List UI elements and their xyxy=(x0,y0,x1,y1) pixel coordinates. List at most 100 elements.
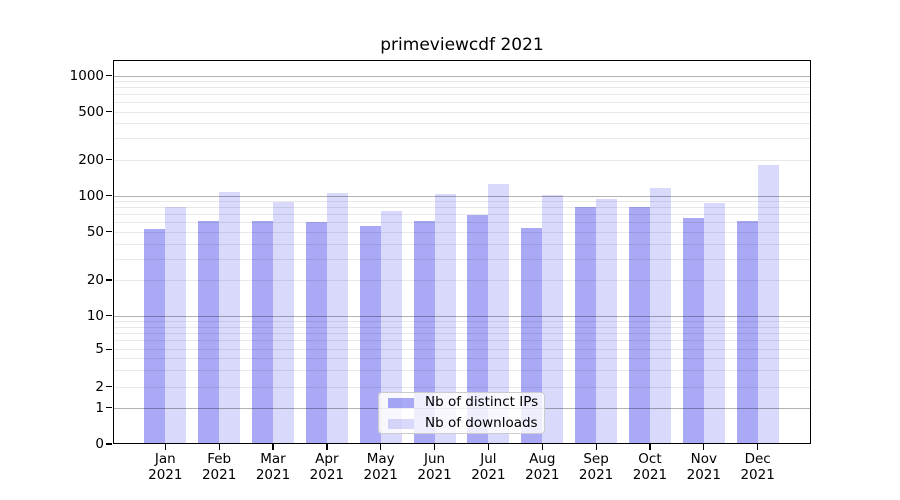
ytick-label-20: 20 xyxy=(86,272,104,288)
xtick-label-sep: Sep 2021 xyxy=(578,451,614,483)
gridline-minor xyxy=(114,320,810,322)
ytick-500 xyxy=(106,111,112,113)
gridline-minor xyxy=(114,201,810,203)
gridline-minor xyxy=(114,222,810,224)
xtick-label-jan: Jan 2021 xyxy=(148,451,183,483)
ytick-5 xyxy=(106,348,112,350)
bar-ips-sep xyxy=(575,207,597,443)
bar-ips-jul xyxy=(467,215,489,443)
bar-ips-jun xyxy=(413,220,435,443)
xtick-jul xyxy=(487,444,490,450)
bar-ips-aug xyxy=(521,227,543,443)
bar-ips-nov xyxy=(682,218,704,443)
gridline-minor xyxy=(114,280,810,281)
bar-ips-may xyxy=(359,225,381,443)
gridline-minor xyxy=(114,94,810,96)
ytick-label-100: 100 xyxy=(78,187,104,204)
gridline-minor xyxy=(114,87,810,89)
legend-label-distinct-ips: Nb of distinct IPs xyxy=(425,394,539,410)
gridline-minor xyxy=(114,243,810,245)
bar-ips-jan xyxy=(144,228,166,443)
bar-downloads-aug xyxy=(542,195,564,443)
bar-downloads-jul xyxy=(488,184,510,443)
xtick-apr xyxy=(326,444,328,450)
bar-downloads-nov xyxy=(703,202,725,443)
xtick-mar xyxy=(272,444,274,450)
xtick-jan xyxy=(164,444,166,450)
bar-downloads-jan xyxy=(165,206,187,443)
xtick-dec xyxy=(757,444,759,450)
gridline-minor xyxy=(114,358,810,360)
bar-downloads-feb xyxy=(219,191,241,443)
bar-ips-feb xyxy=(198,220,220,443)
gridline-minor xyxy=(114,111,810,113)
gridline-minor xyxy=(114,138,810,140)
bar-ips-mar xyxy=(252,220,273,443)
legend-item-downloads: Nb of downloads xyxy=(388,415,538,432)
ytick-1000 xyxy=(106,75,112,77)
xtick-label-aug: Aug 2021 xyxy=(525,451,560,483)
xtick-aug xyxy=(541,444,543,450)
ytick-label-0: 0 xyxy=(95,436,104,452)
xtick-label-oct: Oct 2021 xyxy=(632,451,668,483)
legend-item-distinct-ips: Nb of distinct IPs xyxy=(388,394,539,411)
xtick-label-may: May 2021 xyxy=(363,451,398,483)
bar-ips-apr xyxy=(305,222,327,443)
xtick-nov xyxy=(703,444,705,450)
bar-downloads-mar xyxy=(273,202,294,443)
xtick-label-feb: Feb 2021 xyxy=(201,451,237,483)
gridline-minor xyxy=(114,332,810,334)
legend-label-downloads: Nb of downloads xyxy=(425,415,538,431)
legend: Nb of distinct IPs Nb of downloads xyxy=(378,392,545,434)
ytick-label-1000: 1000 xyxy=(69,67,104,84)
bar-downloads-jun xyxy=(434,194,456,443)
gridline-major xyxy=(114,195,810,197)
bar-downloads-oct xyxy=(649,187,671,443)
ytick-20 xyxy=(106,279,112,281)
xtick-label-mar: Mar 2021 xyxy=(255,451,291,483)
ytick-200 xyxy=(106,159,112,161)
gridline-minor xyxy=(114,349,810,351)
legend-swatch-distinct-ips xyxy=(388,397,414,408)
ytick-50 xyxy=(106,231,112,233)
ytick-label-2: 2 xyxy=(95,378,104,395)
bar-downloads-dec xyxy=(757,165,779,443)
bar-ips-dec xyxy=(736,221,758,443)
bar-downloads-may xyxy=(380,211,402,443)
xtick-feb xyxy=(218,444,220,450)
ytick-label-10: 10 xyxy=(86,307,104,324)
legend-swatch-downloads xyxy=(388,418,414,429)
ytick-label-500: 500 xyxy=(78,103,104,120)
xtick-label-jul: Jul 2021 xyxy=(471,451,506,483)
xtick-label-nov: Nov 2021 xyxy=(686,451,721,483)
xtick-label-jun: Jun 2021 xyxy=(417,451,452,483)
xtick-jun xyxy=(433,444,436,450)
xtick-sep xyxy=(595,444,597,450)
ytick-label-50: 50 xyxy=(86,223,104,240)
gridline-major xyxy=(114,315,810,317)
ytick-label-5: 5 xyxy=(95,341,104,358)
xtick-oct xyxy=(649,444,651,450)
ytick-label-200: 200 xyxy=(78,151,104,168)
gridline-minor xyxy=(114,370,810,372)
xtick-label-dec: Dec 2021 xyxy=(740,451,775,483)
xtick-label-apr: Apr 2021 xyxy=(309,451,345,483)
gridline-minor xyxy=(114,123,810,125)
gridline-minor xyxy=(114,207,810,209)
bar-ips-oct xyxy=(628,207,650,443)
ytick-0 xyxy=(106,443,112,445)
gridline-minor xyxy=(114,326,810,328)
gridline-minor xyxy=(114,258,810,260)
ytick-100 xyxy=(106,195,112,197)
chart-title: primeviewcdf 2021 xyxy=(380,35,544,55)
bar-downloads-sep xyxy=(596,199,618,443)
gridline-minor xyxy=(114,231,810,233)
ytick-10 xyxy=(106,315,112,317)
gridline-minor xyxy=(114,340,810,342)
ytick-2 xyxy=(106,386,112,388)
gridline-minor xyxy=(114,81,810,83)
gridline-minor xyxy=(114,159,810,161)
xtick-may xyxy=(380,444,382,450)
gridline-minor xyxy=(114,102,810,104)
